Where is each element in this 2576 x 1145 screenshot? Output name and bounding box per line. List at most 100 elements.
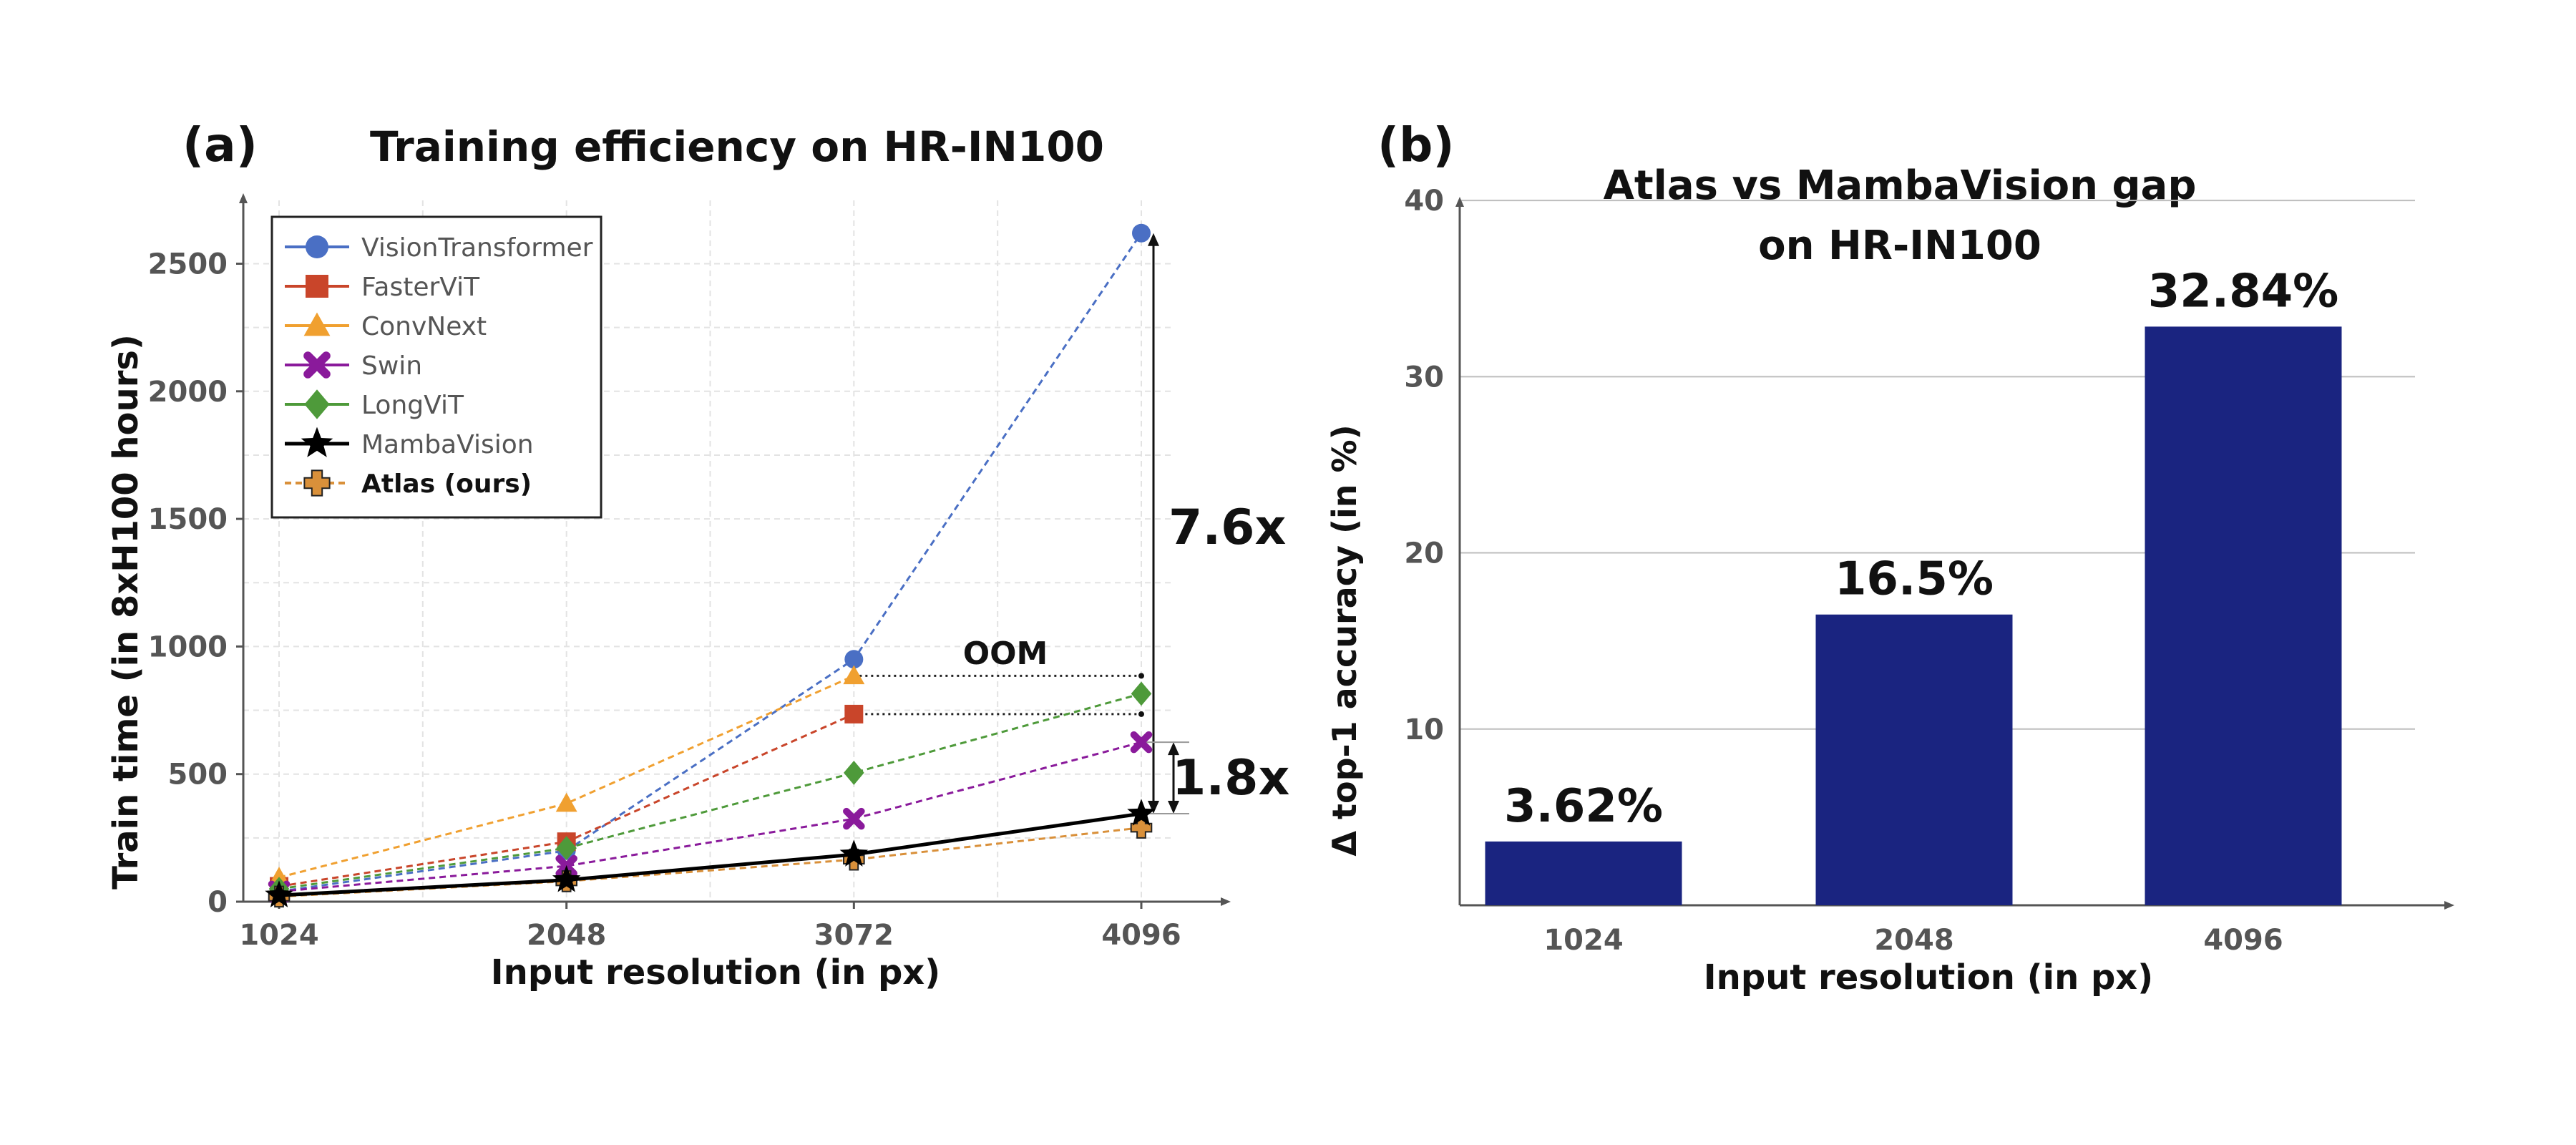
panel-a-legend: VisionTransformer FasterViT ConvNext Swin Lo… <box>270 215 602 519</box>
bar <box>1815 614 2013 905</box>
panel-a-ticks: 1024 2048 3072 4096 0 500 1000 1500 2000 2500 <box>148 248 1181 952</box>
legend-box <box>270 215 602 519</box>
x-tick-label: 4096 <box>2203 924 2283 957</box>
panel-b-ticks: 10 20 30 40 1024 2048 4096 <box>1404 185 2283 957</box>
data-point-marker <box>556 836 577 861</box>
y-tick-label: 10 <box>1404 713 1444 746</box>
y-tick-label: 1000 <box>148 630 228 663</box>
legend-label: Atlas (ours) <box>361 469 532 499</box>
series-convnext <box>268 665 865 886</box>
legend-label: VisionTransformer <box>361 233 593 263</box>
y-tick-label: 20 <box>1404 537 1444 570</box>
oom-end-dot <box>1138 673 1144 679</box>
data-point-marker <box>844 761 864 785</box>
x-tick-label: 4096 <box>1101 919 1181 952</box>
y-tick-label: 40 <box>1404 185 1444 218</box>
ratio-arrow-top-head <box>1148 233 1159 246</box>
data-point-marker <box>1132 223 1151 243</box>
data-point-marker-stroke <box>1130 731 1153 754</box>
panel-b-y-axis-label: Δ top-1 accuracy (in %) <box>1325 424 1364 856</box>
x-tick-label: 2048 <box>1874 924 1953 957</box>
x-tick-label: 3072 <box>814 919 894 952</box>
panel-a-title: Training efficiency on HR-IN100 <box>370 122 1104 171</box>
legend-entry: LongViT <box>285 389 464 420</box>
legend-label: LongViT <box>361 391 464 420</box>
legend-entry: MambaVision <box>285 427 534 459</box>
y-tick-label: 30 <box>1404 361 1444 394</box>
series-line <box>278 741 1142 893</box>
series-line <box>278 232 1143 893</box>
y-axis-arrow <box>1455 197 1464 207</box>
data-point-marker <box>555 792 577 812</box>
bar <box>2145 326 2342 905</box>
oom-annotation: OOM <box>963 635 1048 672</box>
x-axis-arrow <box>1221 897 1231 906</box>
ratio-arrow-bottom-tail <box>1168 800 1179 814</box>
y-tick-label: 2500 <box>148 248 228 281</box>
oom-end-dot <box>1138 711 1144 717</box>
panel-a-label: (a) <box>182 117 258 172</box>
legend-entry: Swin <box>285 351 422 381</box>
x-tick-label: 1024 <box>239 919 318 952</box>
panel-a-line-chart: (a) Training efficiency on HR-IN100 1024… <box>106 117 1289 993</box>
legend-label: FasterViT <box>361 273 480 302</box>
panel-b-label: (b) <box>1377 117 1455 172</box>
y-tick-label: 0 <box>208 886 228 919</box>
legend-entry: VisionTransformer <box>285 233 593 263</box>
series-mambavision <box>265 799 1156 907</box>
legend-marker <box>306 235 328 258</box>
ratio-arrow-top-tail <box>1148 800 1159 814</box>
series-line <box>278 812 1142 897</box>
bar <box>1485 841 1682 905</box>
panel-a-series <box>265 223 1156 908</box>
bar-value-label: 16.5% <box>1835 553 1994 606</box>
data-point-marker <box>268 867 290 886</box>
series-line <box>278 692 1142 890</box>
legend-marker <box>303 469 331 497</box>
panel-b-title-line-2: on HR-IN100 <box>1758 223 2041 269</box>
legend-entry: Atlas (ours) <box>285 469 532 499</box>
ratio-annotation-top: 7.6x <box>1169 500 1286 556</box>
legend-marker <box>303 312 331 336</box>
data-point-marker <box>552 864 581 892</box>
legend-entry: ConvNext <box>285 312 487 341</box>
legend-marker-stroke <box>303 351 331 379</box>
y-tick-label: 500 <box>168 759 228 791</box>
data-point-marker <box>843 665 865 685</box>
legend-label: MambaVision <box>361 430 534 459</box>
panel-b-x-axis-label: Input resolution (in px) <box>1704 958 2153 998</box>
legend-marker <box>303 351 331 379</box>
panel-a-x-axis-label: Input resolution (in px) <box>491 952 940 993</box>
y-tick-label: 2000 <box>148 376 228 409</box>
legend-label: Swin <box>361 351 422 381</box>
x-axis-arrow <box>2444 901 2454 910</box>
panel-a-y-axis-label: Train time (in 8xH100 hours) <box>106 334 146 890</box>
data-point-marker <box>1130 817 1153 839</box>
series-line <box>278 675 854 879</box>
data-point-marker <box>844 650 864 669</box>
y-tick-label: 1500 <box>148 503 228 536</box>
legend-marker <box>306 275 328 298</box>
data-point-marker <box>265 880 293 907</box>
data-point-marker <box>839 839 869 867</box>
data-point-marker-stroke <box>843 807 865 830</box>
legend-marker <box>301 427 333 457</box>
panel-a-axes <box>239 193 1231 906</box>
data-point-marker <box>1130 731 1153 754</box>
data-point-marker <box>1131 681 1152 706</box>
ratio-annotation-bottom: 1.8x <box>1172 750 1289 807</box>
data-point-marker <box>843 807 865 830</box>
x-tick-label: 2048 <box>527 919 606 952</box>
panel-b-bar-chart: (b) Atlas vs MambaVision gap on HR-IN100… <box>1325 117 2454 998</box>
data-point-marker <box>1127 799 1156 826</box>
panel-b-bars: 3.62% 16.5% 32.84% <box>1485 265 2342 905</box>
panel-a-annotation-lines <box>854 233 1189 814</box>
legend-marker <box>304 389 330 419</box>
legend-entry: FasterViT <box>285 273 480 302</box>
panel-b-title-line-1: Atlas vs MambaVision gap <box>1604 162 2197 209</box>
bar-value-label: 3.62% <box>1504 780 1663 833</box>
x-tick-label: 1024 <box>1543 924 1623 957</box>
bar-value-label: 32.84% <box>2148 265 2339 318</box>
y-axis-arrow <box>239 193 248 203</box>
